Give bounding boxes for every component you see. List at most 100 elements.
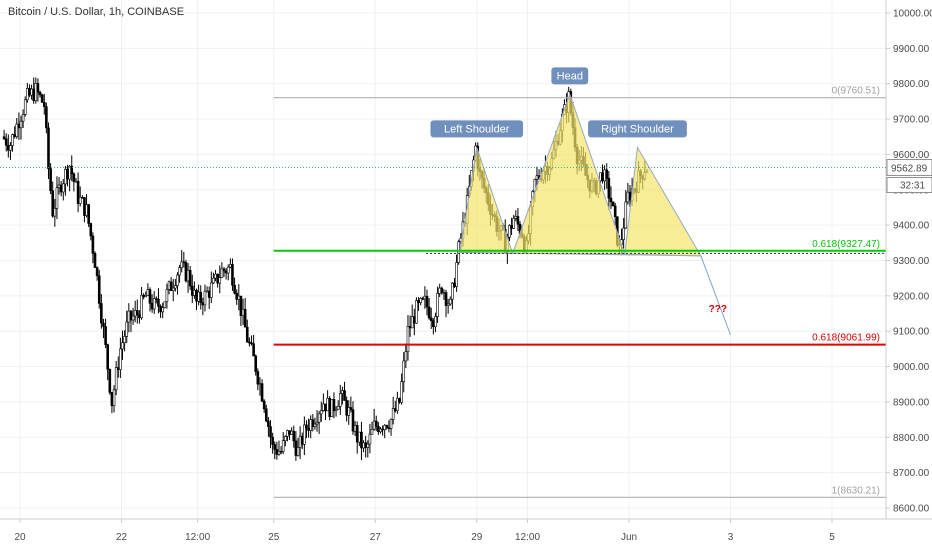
candle: [381, 425, 384, 436]
candle: [47, 122, 50, 180]
candle: [72, 172, 76, 192]
level-line: 0.618(9327.47): [273, 239, 886, 252]
candle-body: [510, 225, 513, 229]
candle: [180, 250, 184, 273]
candle: [332, 392, 336, 419]
candle-body: [121, 342, 124, 350]
time-axis[interactable]: 20 22 12:00 25 27 29 12:00 Jun 3 5: [0, 518, 932, 550]
price-tick-label: 9400.00: [893, 221, 930, 232]
price-tick-label: 9100.00: [893, 327, 930, 338]
candle: [85, 194, 88, 218]
pattern-triangle: [459, 147, 514, 254]
candle-body: [334, 409, 338, 412]
candle-body: [146, 289, 150, 296]
candle: [267, 417, 270, 437]
candle: [389, 418, 393, 436]
candle-body: [381, 428, 384, 431]
grid: [0, 0, 886, 519]
candle-body: [296, 447, 300, 456]
pattern-label-box: [430, 120, 524, 138]
candle: [292, 425, 296, 448]
candle: [296, 438, 300, 457]
candle-body: [248, 341, 251, 344]
candle: [70, 155, 74, 182]
candle: [514, 210, 518, 222]
candle-body: [446, 303, 450, 306]
candle-body: [66, 168, 69, 180]
candle: [305, 420, 308, 439]
annotations: ???: [709, 304, 727, 315]
price-tick-label: 8900.00: [893, 397, 930, 408]
candle: [368, 423, 372, 454]
candle: [241, 298, 245, 325]
candle-body: [313, 423, 317, 427]
candle: [446, 298, 450, 314]
candle-body: [319, 410, 323, 415]
price-tick-label: 9600.00: [893, 150, 930, 161]
candle-body: [326, 397, 329, 412]
candle-body: [260, 383, 264, 402]
candle-body: [626, 191, 630, 203]
candle: [152, 291, 156, 314]
candle-body: [349, 407, 353, 410]
time-tick-label: 5: [829, 532, 835, 543]
candle: [34, 77, 38, 104]
pattern-label-text: Right Shoulder: [601, 123, 674, 135]
pattern-label-box: [588, 120, 687, 138]
time-axis-bg: [0, 519, 932, 550]
candle: [453, 277, 456, 288]
candle: [66, 164, 69, 187]
candle: [182, 251, 186, 268]
candle: [277, 440, 281, 456]
candle-body: [136, 310, 139, 315]
candle-body: [123, 336, 126, 343]
candle: [343, 381, 346, 401]
candle-body: [127, 310, 131, 323]
candle-body: [453, 282, 456, 287]
time-tick-label: 12:00: [515, 532, 540, 543]
candle: [393, 400, 397, 413]
candle: [288, 430, 291, 440]
candle-body: [290, 430, 293, 435]
candle: [243, 297, 247, 328]
candle-body: [55, 187, 59, 209]
candle-body: [30, 88, 33, 96]
candle-body: [129, 310, 133, 321]
candle: [144, 291, 148, 298]
candle-body: [131, 315, 135, 321]
candle-body: [140, 294, 143, 319]
candle: [336, 400, 340, 410]
candle-body: [292, 430, 296, 442]
candle: [83, 197, 86, 223]
candle: [214, 269, 217, 282]
pattern-triangle: [624, 145, 702, 257]
candle-body: [9, 145, 12, 151]
candle: [89, 222, 93, 241]
candle-body: [100, 303, 103, 324]
candle-body: [116, 367, 120, 370]
candle: [61, 178, 65, 201]
candle-body: [408, 326, 412, 329]
candle-body: [432, 320, 435, 328]
candle: [165, 283, 169, 309]
candle-body: [311, 419, 315, 427]
candle-body: [364, 442, 367, 448]
candle-body: [415, 300, 418, 324]
candle-body: [258, 383, 262, 385]
candle: [167, 280, 171, 295]
candle-body: [245, 326, 249, 343]
candle: [432, 318, 435, 335]
candle-body: [161, 307, 164, 313]
pattern-label-box: [551, 67, 589, 85]
candle-body: [516, 216, 520, 225]
candle: [385, 424, 389, 430]
candle-body: [112, 389, 116, 407]
candle-body: [252, 343, 255, 357]
candle-body: [133, 310, 137, 317]
candle: [419, 297, 422, 306]
candle-body: [351, 409, 355, 432]
candle: [603, 165, 606, 190]
candle-body: [353, 425, 357, 432]
